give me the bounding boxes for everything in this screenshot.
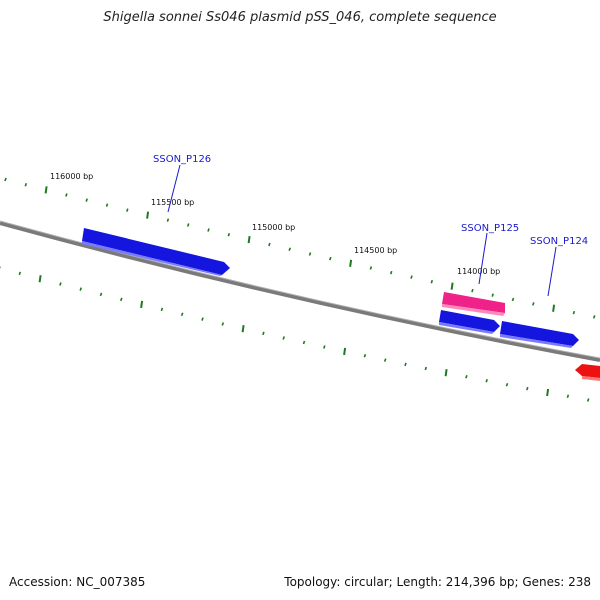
major-tick: [450, 282, 454, 290]
summary-text: Topology: circular; Length: 214,396 bp; …: [284, 575, 591, 589]
minor-tick: [221, 322, 225, 326]
major-tick: [546, 388, 550, 397]
major-tick: [349, 259, 353, 267]
gene-label-leader: [478, 232, 488, 285]
minor-tick: [166, 218, 170, 222]
scale-label: 115000 bp: [252, 223, 295, 232]
minor-tick: [491, 293, 494, 297]
minor-tick: [389, 270, 393, 275]
gene-reverse-red[interactable]: [575, 364, 600, 381]
minor-tick: [505, 382, 509, 387]
minor-tick: [323, 345, 326, 349]
minor-tick: [532, 302, 535, 306]
minor-tick: [592, 315, 596, 319]
minor-tick: [59, 282, 62, 286]
major-tick: [44, 186, 48, 194]
major-tick: [140, 300, 144, 309]
minor-tick: [404, 362, 407, 367]
minor-tick: [410, 275, 413, 279]
major-tick: [343, 347, 347, 356]
minor-tick: [105, 203, 109, 207]
accession-text: Accession: NC_007385: [9, 575, 146, 589]
minor-tick: [160, 307, 164, 312]
minor-tick: [4, 177, 7, 182]
map-title: Shigella sonnei Ss046 plasmid pSS_046, c…: [103, 10, 497, 25]
minor-tick: [369, 266, 373, 270]
minor-tick: [424, 366, 428, 371]
major-tick: [38, 275, 42, 283]
scale-label: 115500 bp: [151, 198, 194, 207]
minor-tick: [126, 208, 129, 212]
gene-label-sson-p126[interactable]: SSON_P126: [153, 154, 211, 165]
minor-tick: [302, 340, 306, 345]
minor-tick: [329, 256, 332, 261]
gene-label-leader: [167, 164, 181, 213]
minor-tick: [308, 252, 312, 256]
minor-tick: [79, 287, 82, 291]
minor-tick: [485, 379, 488, 383]
gene-label-sson-p125[interactable]: SSON_P125: [461, 223, 519, 234]
major-tick: [247, 235, 251, 244]
minor-tick: [572, 310, 576, 315]
gene-sson-p125[interactable]: [442, 292, 505, 316]
minor-tick: [566, 394, 570, 398]
minor-tick: [65, 193, 68, 197]
minor-tick: [288, 247, 291, 251]
minor-tick: [383, 358, 387, 362]
minor-tick: [262, 331, 265, 336]
major-tick: [146, 211, 150, 219]
gene-sson-p126[interactable]: [82, 228, 230, 276]
plasmid-backbone: [0, 221, 600, 362]
minor-tick: [471, 288, 474, 293]
minor-tick: [18, 271, 22, 276]
minor-tick: [227, 233, 231, 237]
minor-tick: [99, 292, 103, 297]
gene-label-leader: [547, 246, 557, 297]
minor-tick: [180, 312, 184, 317]
minor-tick: [363, 354, 367, 358]
minor-tick: [186, 223, 190, 227]
minor-tick: [207, 228, 210, 232]
minor-tick: [268, 242, 271, 247]
scale-label: 116000 bp: [50, 172, 93, 181]
scale-label: 114000 bp: [457, 267, 500, 276]
minor-tick: [282, 336, 285, 340]
minor-tick: [430, 279, 434, 284]
minor-tick: [511, 297, 515, 302]
minor-tick: [465, 375, 468, 379]
inner-tick-row: [0, 266, 590, 402]
gene-label-sson-p124[interactable]: SSON_P124: [530, 236, 588, 247]
minor-tick: [586, 398, 590, 402]
minor-tick: [201, 317, 204, 321]
minor-tick: [120, 297, 123, 302]
minor-tick: [85, 198, 88, 202]
outer-tick-row: [4, 177, 596, 319]
minor-tick: [526, 386, 529, 391]
major-tick: [552, 304, 556, 312]
minor-tick: [24, 182, 28, 187]
gene-segment[interactable]: [439, 310, 500, 334]
gene-sson-p124[interactable]: [500, 321, 579, 348]
major-tick: [444, 369, 448, 377]
major-tick: [241, 325, 245, 333]
scale-label: 114500 bp: [354, 246, 397, 255]
